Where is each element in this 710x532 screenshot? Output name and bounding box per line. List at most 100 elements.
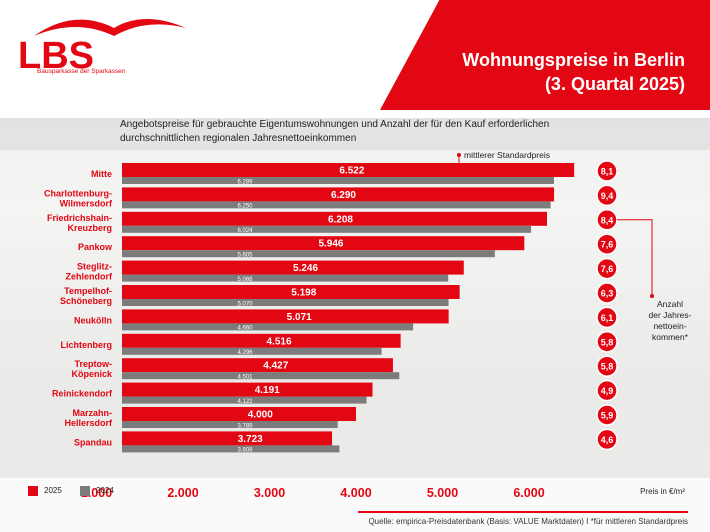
bar-label-2024-reinickendorf: 4.122 <box>237 399 253 405</box>
chart-title: Wohnungspreise in Berlin (3. Quartal 202… <box>462 48 685 96</box>
income-value-lichtenberg: 5,8 <box>601 337 614 347</box>
bar-label-2025-pankow: 5.946 <box>318 239 343 250</box>
income-value-friedrichshain-kreuzberg: 8,4 <box>601 215 614 225</box>
lbs-logo: LBS <box>18 19 186 77</box>
bar-2024-spandau <box>122 445 340 453</box>
bar-2025-marzahn-hellersdorf <box>122 407 356 421</box>
bar-label-2024-pankow: 5.605 <box>237 253 253 259</box>
category-label-tempelhof-sch-neberg-line2: Schöneberg <box>60 296 112 306</box>
legend-label-2025: 2025 <box>44 486 62 496</box>
bar-label-2024-tempelhof-sch-neberg: 5.070 <box>237 301 253 307</box>
income-value-spandau: 4,6 <box>601 435 614 445</box>
category-label-steglitz-zehlendorf-line1: Steglitz- <box>77 262 112 272</box>
income-value-treptow-k-penick: 5,8 <box>601 362 614 372</box>
category-label-charlottenburg-wilmersdorf-line2: Wilmersdorf <box>60 198 113 208</box>
income-badge-treptow-k-penick <box>596 355 618 377</box>
bar-label-2025-spandau: 3.723 <box>238 434 263 445</box>
legend-swatch-2025 <box>28 486 38 496</box>
category-label-charlottenburg-wilmersdorf-line1: Charlottenburg- <box>44 188 112 198</box>
category-label-spandau: Spandau <box>74 437 112 447</box>
bar-2024-marzahn-hellersdorf <box>122 421 338 428</box>
subtitle-line-1: Angebotspreise für gebrauchte Eigentumsw… <box>120 119 550 130</box>
category-label-treptow-k-penick-line2: Köpenick <box>71 369 113 379</box>
bar-2024-tempelhof-sch-neberg <box>122 299 449 306</box>
x-tick-label-3000: 3.000 <box>254 486 285 500</box>
bar-2025-treptow-k-penick <box>122 358 393 373</box>
income-badge-spandau <box>596 428 618 451</box>
income-label-line-1: Anzahl <box>657 299 683 309</box>
x-tick-label-6000: 6.000 <box>513 486 544 500</box>
income-value-marzahn-hellersdorf: 5,9 <box>601 411 614 421</box>
category-label-treptow-k-penick-line1: Treptow- <box>75 359 113 369</box>
category-label-steglitz-zehlendorf-line2: Zehlendorf <box>66 272 114 282</box>
bar-2025-reinickendorf <box>122 382 373 397</box>
bar-2024-mitte <box>122 177 554 184</box>
bar-2024-pankow <box>122 250 495 258</box>
income-badge-charlottenburg-wilmersdorf <box>596 184 618 207</box>
category-label-marzahn-hellersdorf-line1: Marzahn- <box>72 408 112 418</box>
legend-swatch-2024 <box>80 486 91 496</box>
legend: 2025 2024 <box>28 486 130 496</box>
income-value-neuk-lln: 6,1 <box>601 313 614 323</box>
bar-label-2024-neuk-lln: 4.660 <box>237 326 253 332</box>
x-tick-label-4000: 4.000 <box>340 486 371 500</box>
income-value-reinickendorf: 4,9 <box>601 386 614 396</box>
bar-label-2025-steglitz-zehlendorf: 5.246 <box>293 263 318 274</box>
bar-2024-charlottenburg-wilmersdorf <box>122 201 551 209</box>
category-label-friedrichshain-kreuzberg-line2: Kreuzberg <box>67 223 112 233</box>
footer-band <box>0 478 710 532</box>
source-note: Quelle: empirica-Preisdatenbank (Basis: … <box>358 511 688 526</box>
category-label-tempelhof-sch-neberg-line1: Tempelhof- <box>64 286 112 296</box>
income-badge-marzahn-hellersdorf <box>596 404 618 426</box>
x-tick-label-5000: 5.000 <box>427 486 458 500</box>
income-badge-lichtenberg <box>596 331 618 353</box>
bar-label-2024-treptow-k-penick: 4.501 <box>237 375 253 381</box>
chart-subtitle: Angebotspreise für gebrauchte Eigentumsw… <box>120 118 620 146</box>
bar-label-2024-charlottenburg-wilmersdorf: 6.250 <box>237 204 253 210</box>
bar-2025-tempelhof-sch-neberg <box>122 285 460 299</box>
bar-label-2024-mitte: 6.289 <box>237 179 253 185</box>
subtitle-line-2: durchschnittlichen regionalen Jahresnett… <box>120 133 357 144</box>
bar-label-2025-reinickendorf: 4.191 <box>255 385 280 396</box>
category-label-pankow: Pankow <box>78 242 113 252</box>
bar-2024-lichtenberg <box>122 347 382 355</box>
category-label-reinickendorf: Reinickendorf <box>52 389 113 399</box>
legend-label-2024: 2024 <box>96 486 114 496</box>
median-pointer-dot <box>457 153 461 157</box>
title-banner <box>380 0 710 110</box>
title-line-2: (3. Quartal 2025) <box>544 74 685 94</box>
bar-2024-neuk-lln <box>122 323 414 331</box>
income-label-line-3: nettoein- <box>653 321 686 331</box>
income-value-mitte: 8,1 <box>601 167 614 177</box>
category-label-marzahn-hellersdorf-line2: Hellersdorf <box>64 418 113 428</box>
x-axis-unit: Preis in €/m² <box>640 487 685 496</box>
income-badge-reinickendorf <box>596 379 618 402</box>
bar-label-2024-marzahn-hellersdorf: 3.789 <box>237 423 253 429</box>
income-badge-steglitz-zehlendorf <box>596 257 618 280</box>
income-label-line-4: kommen* <box>652 332 689 342</box>
income-badge-mitte <box>596 160 618 182</box>
bar-2025-mitte <box>122 163 575 177</box>
income-badge-neuk-lln <box>596 306 618 329</box>
bar-2024-reinickendorf <box>122 396 367 404</box>
bar-2025-friedrichshain-kreuzberg <box>122 211 547 226</box>
income-pointer-line <box>617 219 653 296</box>
bar-2025-lichtenberg <box>122 333 401 348</box>
bar-label-2025-treptow-k-penick: 4.427 <box>263 361 288 372</box>
legend-item-2025: 2025 <box>28 486 62 496</box>
income-label-line-2: der Jahres- <box>649 310 692 320</box>
income-badge-tempelhof-sch-neberg <box>596 282 618 304</box>
logo-text: LBS <box>18 35 94 77</box>
bar-label-2025-marzahn-hellersdorf: 4.000 <box>248 410 273 421</box>
x-tick-label-2000: 2.000 <box>167 486 198 500</box>
category-label-neuk-lln: Neukölln <box>74 315 112 325</box>
bar-label-2025-tempelhof-sch-neberg: 5.198 <box>291 288 316 299</box>
income-value-tempelhof-sch-neberg: 6,3 <box>601 289 614 299</box>
category-label-mitte: Mitte <box>91 169 112 179</box>
bar-2024-treptow-k-penick <box>122 372 400 380</box>
income-value-charlottenburg-wilmersdorf: 9,4 <box>601 191 614 201</box>
bar-label-2024-friedrichshain-kreuzberg: 6.024 <box>237 228 253 234</box>
bar-2025-spandau <box>122 431 333 446</box>
income-value-steglitz-zehlendorf: 7,6 <box>601 264 614 274</box>
bar-label-2025-lichtenberg: 4.516 <box>267 336 292 347</box>
